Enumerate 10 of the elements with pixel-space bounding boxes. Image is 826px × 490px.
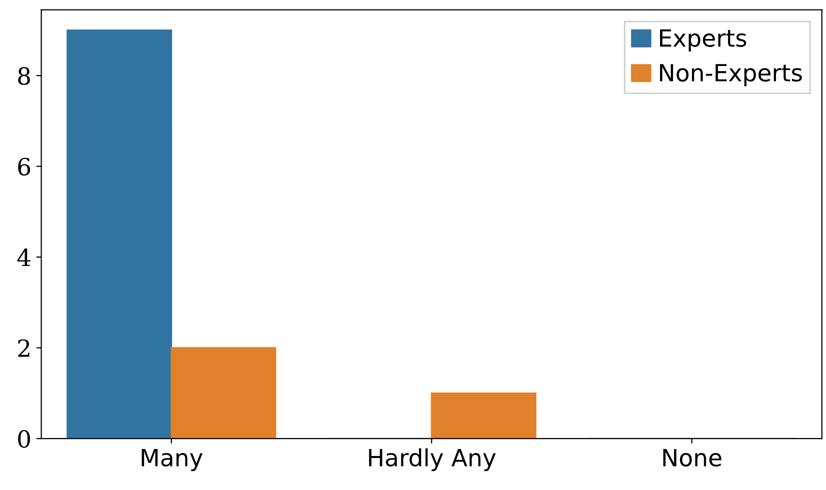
y-tick-label: 4 [17, 248, 30, 266]
y-tick-label: 2 [18, 339, 30, 357]
legend-label: Non-Experts [660, 64, 802, 86]
x-tick-label: Hardly Any [369, 448, 496, 472]
x-tick-label: None [663, 449, 722, 467]
x-tick-label: Many [142, 449, 203, 472]
y-tick-label: 0 [18, 430, 30, 448]
y-tick-label: 8 [18, 67, 30, 85]
legend-label: Experts [660, 29, 746, 52]
y-tick-label: 6 [18, 158, 30, 176]
